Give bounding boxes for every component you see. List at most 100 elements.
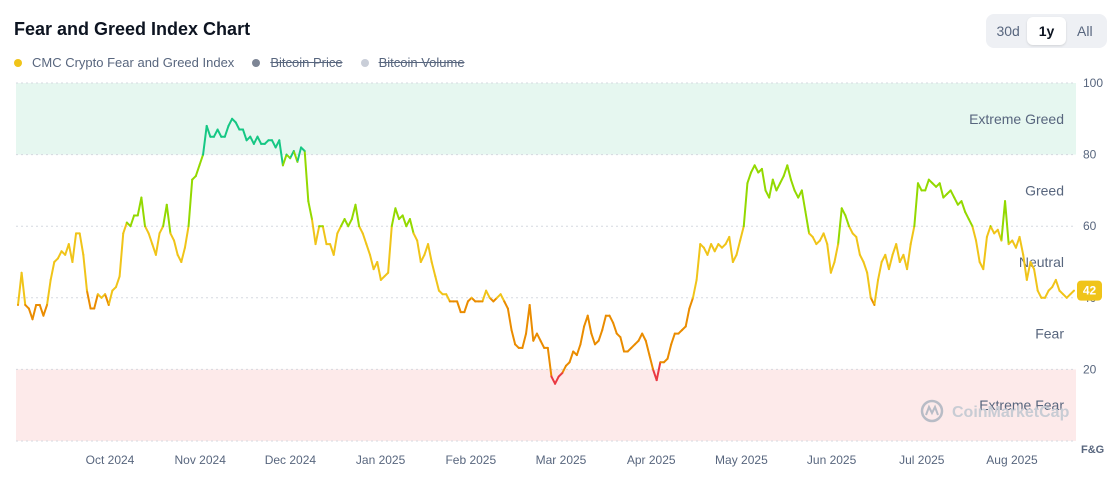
x-tick-label-8: Jun 2025 bbox=[807, 453, 857, 467]
y-tick-label-2: 60 bbox=[1083, 219, 1097, 233]
range-all-button[interactable]: All bbox=[1077, 23, 1093, 39]
data-point bbox=[1015, 246, 1017, 249]
data-point bbox=[372, 268, 375, 271]
line-segment bbox=[887, 253, 894, 271]
data-point bbox=[844, 214, 847, 217]
data-point bbox=[949, 189, 952, 192]
data-point bbox=[71, 261, 74, 263]
data-point bbox=[866, 271, 869, 274]
line-segment bbox=[463, 300, 469, 314]
data-point bbox=[514, 343, 517, 346]
line-segment bbox=[20, 271, 27, 306]
data-point bbox=[340, 225, 342, 228]
data-point bbox=[1011, 239, 1014, 242]
line-segment bbox=[691, 278, 698, 299]
data-point bbox=[1062, 293, 1065, 296]
data-point bbox=[793, 189, 796, 192]
line-segment bbox=[550, 375, 557, 385]
data-point bbox=[750, 171, 752, 174]
data-point bbox=[826, 243, 829, 246]
line-segment bbox=[339, 218, 346, 228]
data-point bbox=[245, 139, 248, 142]
data-point bbox=[24, 304, 27, 306]
line-segment bbox=[118, 232, 125, 278]
data-point bbox=[419, 261, 422, 263]
line-segment bbox=[194, 164, 201, 178]
data-point bbox=[510, 329, 513, 331]
data-point bbox=[590, 332, 593, 335]
data-point bbox=[289, 157, 292, 160]
data-point bbox=[728, 236, 731, 238]
data-point bbox=[383, 275, 386, 278]
line-segment bbox=[376, 261, 382, 281]
data-point bbox=[898, 261, 901, 263]
data-point bbox=[118, 275, 121, 278]
line-segment bbox=[412, 232, 419, 242]
data-point bbox=[184, 246, 186, 249]
data-point bbox=[996, 228, 999, 231]
data-point bbox=[986, 236, 988, 238]
data-point bbox=[663, 361, 665, 364]
data-point bbox=[913, 225, 916, 228]
data-point bbox=[82, 253, 85, 256]
zone-label-1: Greed bbox=[1025, 182, 1064, 198]
line-segment bbox=[909, 225, 916, 246]
data-point bbox=[115, 286, 117, 288]
line-segment bbox=[546, 346, 553, 378]
range-1y-button[interactable]: 1y bbox=[1027, 17, 1066, 45]
data-point bbox=[144, 225, 146, 228]
data-point bbox=[623, 350, 625, 353]
line-segment bbox=[844, 214, 851, 228]
line-segment bbox=[336, 225, 342, 235]
line-segment bbox=[296, 146, 303, 163]
data-point bbox=[282, 164, 284, 167]
line-segment bbox=[46, 278, 52, 306]
line-segment bbox=[655, 361, 662, 382]
line-segment bbox=[775, 182, 782, 192]
data-point bbox=[659, 361, 662, 364]
watermark: CoinMarketCap bbox=[920, 399, 1070, 423]
data-point bbox=[263, 142, 266, 145]
data-point bbox=[557, 375, 560, 378]
data-point bbox=[434, 275, 437, 278]
data-point bbox=[862, 261, 865, 263]
legend-item-bitcoin-volume[interactable]: Bitcoin Volume bbox=[360, 55, 465, 70]
data-point bbox=[96, 293, 99, 296]
data-point bbox=[1025, 279, 1028, 281]
line-segment bbox=[42, 303, 49, 317]
line-segment bbox=[147, 232, 154, 246]
data-point bbox=[568, 361, 571, 364]
data-point bbox=[499, 293, 502, 296]
data-point bbox=[702, 246, 705, 249]
legend-item-fear-greed[interactable]: CMC Crypto Fear and Greed Index bbox=[14, 55, 234, 70]
range-30d-button[interactable]: 30d bbox=[996, 23, 1020, 39]
line-segment bbox=[158, 225, 165, 235]
data-point bbox=[1044, 296, 1046, 299]
data-point bbox=[492, 300, 495, 303]
data-point bbox=[398, 218, 400, 220]
line-segment bbox=[590, 332, 596, 346]
line-segment bbox=[198, 153, 205, 167]
data-point bbox=[57, 257, 59, 260]
data-point bbox=[438, 289, 440, 292]
chart-legend: CMC Crypto Fear and Greed Index Bitcoin … bbox=[14, 55, 483, 70]
y-axis-unit-label: F&G bbox=[1081, 444, 1104, 456]
line-segment bbox=[884, 253, 890, 271]
line-segment bbox=[1043, 289, 1050, 299]
line-segment bbox=[427, 243, 433, 263]
data-point bbox=[216, 128, 219, 131]
data-point bbox=[815, 243, 818, 246]
line-segment bbox=[960, 200, 967, 213]
data-point bbox=[485, 289, 488, 292]
data-point bbox=[307, 200, 310, 203]
line-segment bbox=[332, 232, 339, 256]
line-segment bbox=[49, 261, 56, 281]
data-point bbox=[1018, 236, 1021, 238]
data-point bbox=[517, 347, 520, 349]
data-point bbox=[260, 142, 263, 145]
zone-label-3: Fear bbox=[1035, 326, 1064, 342]
data-point bbox=[155, 253, 157, 256]
legend-item-bitcoin-price[interactable]: Bitcoin Price bbox=[252, 55, 343, 70]
data-point bbox=[1051, 286, 1054, 288]
